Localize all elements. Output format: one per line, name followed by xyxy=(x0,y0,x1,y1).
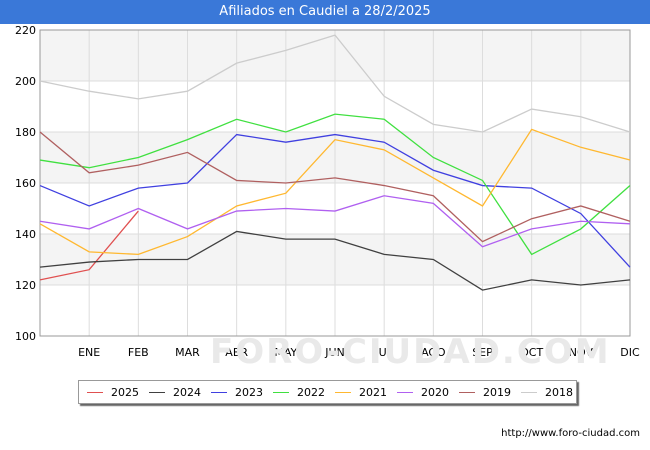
legend-swatch xyxy=(521,391,537,393)
legend-swatch xyxy=(459,391,475,393)
legend-label: 2023 xyxy=(235,385,263,399)
y-tick-label: 120 xyxy=(15,279,36,292)
legend-swatch xyxy=(87,391,103,393)
y-tick-label: 220 xyxy=(15,24,36,37)
y-tick-label: 200 xyxy=(15,75,36,88)
watermark: FORO-CIUDAD.COM xyxy=(210,332,611,372)
x-tick-label: OCT xyxy=(520,346,543,359)
legend-item-2024: 2024 xyxy=(149,381,201,403)
x-tick-label: AGO xyxy=(421,346,446,359)
legend-item-2022: 2022 xyxy=(273,381,325,403)
legend-swatch xyxy=(273,391,289,393)
x-tick-label: MAR xyxy=(175,346,200,359)
y-tick-label: 100 xyxy=(15,330,36,343)
chart-title: Afiliados en Caudiel a 28/2/2025 xyxy=(0,0,650,24)
x-tick-label: FEB xyxy=(128,346,149,359)
y-tick-label: 180 xyxy=(15,126,36,139)
legend-swatch xyxy=(211,391,227,393)
series-line-2023 xyxy=(39,133,631,268)
legend-label: 2020 xyxy=(421,385,449,399)
legend-label: 2025 xyxy=(111,385,139,399)
legend-label: 2021 xyxy=(359,385,387,399)
legend-item-2021: 2021 xyxy=(335,381,387,403)
legend-item-2018: 2018 xyxy=(521,381,573,403)
legend-label: 2024 xyxy=(173,385,201,399)
legend-swatch xyxy=(335,391,351,393)
legend-label: 2022 xyxy=(297,385,325,399)
series-line-2021 xyxy=(39,128,631,256)
series-line-2025 xyxy=(39,210,139,281)
x-tick-label: SEP xyxy=(472,346,493,359)
legend-item-2019: 2019 xyxy=(459,381,511,403)
series-line-2022 xyxy=(39,113,631,256)
plot-area xyxy=(39,29,631,337)
x-tick-label: ENE xyxy=(78,346,100,359)
x-tick-label: MAY xyxy=(274,346,297,359)
legend-item-2023: 2023 xyxy=(211,381,263,403)
legend-item-2025: 2025 xyxy=(87,381,139,403)
y-tick-label: 140 xyxy=(15,228,36,241)
series-line-2020 xyxy=(39,195,631,248)
x-tick-label: DIC xyxy=(620,346,640,359)
series-line-2024 xyxy=(39,230,631,291)
series-line-2018 xyxy=(39,34,631,133)
x-tick-label: JUN xyxy=(324,346,345,359)
series-line-2019 xyxy=(39,131,631,243)
legend-label: 2018 xyxy=(545,385,573,399)
legend-label: 2019 xyxy=(483,385,511,399)
source-url[interactable]: http://www.foro-ciudad.com xyxy=(501,428,640,439)
legend-item-2020: 2020 xyxy=(397,381,449,403)
x-tick-label: JUL xyxy=(374,346,393,359)
x-tick-label: NOV xyxy=(569,346,594,359)
legend-swatch xyxy=(149,391,165,393)
legend: 2025 2024 2023 2022 2021 2020 2019 2018 xyxy=(78,380,577,404)
y-tick-label: 160 xyxy=(15,177,36,190)
legend-swatch xyxy=(397,391,413,393)
x-tick-label: ABR xyxy=(225,346,248,359)
